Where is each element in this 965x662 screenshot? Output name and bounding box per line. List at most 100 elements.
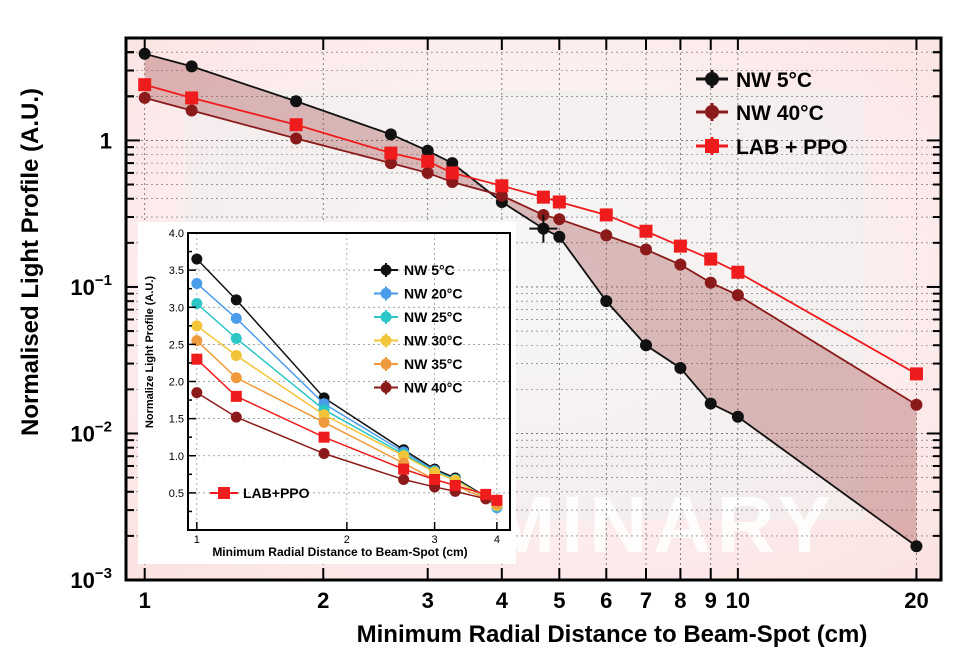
main-x-tick-label: 9	[705, 588, 717, 613]
data-point-nw-5c	[600, 295, 613, 308]
inset-data-point-nw-35c	[230, 372, 242, 384]
inset-legend-label-nw-30c: NW 30°C	[404, 333, 463, 349]
inset-legend-label-nw-20c: NW 20°C	[404, 286, 463, 302]
main-x-tick-label: 6	[600, 588, 612, 613]
data-point-nw-5c	[731, 410, 744, 423]
data-point-nw-40c	[674, 258, 687, 271]
data-point-lab-ppo	[185, 91, 199, 105]
main-y-tick-labels: 1 10−1 10−2 10−3	[70, 128, 112, 593]
inset-y-tick-label: 3.0	[169, 302, 184, 314]
main-y-tick-label: 10−3	[70, 565, 112, 593]
data-point-lab-ppo	[495, 179, 509, 193]
inset-x-tick-label: 4	[494, 534, 500, 546]
main-x-axis-label: Minimum Radial Distance to Beam-Spot (cm…	[357, 621, 868, 648]
inset-legend-marker-nw-5c	[380, 264, 392, 276]
inset-x-tick-labels: 1 2 3 4	[194, 534, 500, 546]
inset-legend-label-nw-25c: NW 25°C	[404, 309, 463, 325]
inset-frame	[187, 232, 511, 531]
data-point-lab-ppo	[552, 195, 566, 209]
data-point-nw-5c	[910, 540, 923, 553]
inset-data-point-nw-30c	[230, 350, 242, 362]
inset-y-tick-label: 1.0	[169, 451, 184, 463]
main-y-axis-label: Normalised Light Profile (A.U.)	[17, 88, 44, 436]
inset-legend-marker-nw-30c	[380, 335, 392, 346]
main-x-tick-label: 10	[726, 588, 750, 613]
legend-label-nw-40c: NW 40°C	[736, 102, 824, 125]
inset-y-axis-label: Normalize Light Profile (A.U.)	[144, 276, 156, 429]
inset-legend-label-nw-40c: NW 40°C	[404, 380, 463, 396]
inset-data-point-lab-ppo	[318, 431, 330, 443]
inset-y-tick-label: 4.0	[169, 228, 184, 240]
inset-y-tick-labels: 0.5 1.0 1.5 2.0 2.5 3.0 3.5 4.0	[169, 228, 184, 500]
legend-label-nw-5c: NW 5°C	[736, 69, 812, 92]
data-point-lab-ppo	[704, 252, 718, 266]
inset-legend-marker-nw-40c	[380, 382, 392, 393]
legend-marker-nw-5c	[705, 72, 719, 86]
inset-data-point-nw-5c	[230, 294, 242, 306]
main-x-tick-label: 2	[317, 588, 329, 613]
data-point-nw-40c	[138, 91, 151, 104]
main-x-tick-label: 3	[422, 588, 434, 613]
data-point-lab-ppo	[673, 239, 687, 253]
inset-legend-item-nw-25c: NW 25°C	[374, 309, 463, 325]
inset-legend-marker-lab-ppo	[218, 487, 230, 499]
data-point-nw-5c	[185, 60, 198, 73]
data-point-nw-40c	[600, 229, 613, 242]
data-point-nw-40c	[290, 132, 303, 145]
data-point-lab-ppo	[639, 224, 653, 238]
inset-y-tick-label: 1.5	[169, 414, 184, 426]
inset-legend-marker-nw-25c	[380, 311, 392, 323]
inset-data-point-nw-40c	[398, 474, 410, 486]
legend-item-nw-5c: NW 5°C	[696, 69, 812, 92]
main-y-tick-label: 10−1	[70, 272, 112, 300]
data-point-lab-ppo	[138, 78, 152, 92]
inset-y-tick-label: 0.5	[169, 488, 184, 500]
inset-y-tick-label: 2.0	[169, 377, 184, 389]
data-point-lab-ppo	[909, 367, 923, 381]
temperature-band	[144, 53, 917, 547]
inset-data-point-lab-ppo	[449, 479, 461, 491]
inset-data-point-nw-20c	[191, 277, 203, 289]
data-point-lab-ppo	[536, 190, 550, 204]
data-point-lab-ppo	[421, 154, 435, 168]
data-point-nw-40c	[910, 398, 923, 411]
inset-ticks	[188, 250, 498, 530]
legend-marker-lab-ppo	[705, 139, 719, 153]
inset-x-tick-label: 1	[194, 534, 200, 546]
inset-legend-item-lab-ppo: LAB+PPO	[210, 485, 310, 501]
inset-data-point-lab-ppo	[480, 488, 492, 500]
data-point-nw-5c	[138, 47, 151, 60]
main-x-tick-label: 7	[640, 588, 652, 613]
inset-x-tick-label: 3	[432, 534, 438, 546]
main-x-tick-label: 20	[904, 588, 928, 613]
inset-data-point-nw-20c	[230, 312, 242, 324]
series-lab-ppo	[138, 78, 923, 381]
main-ticks	[126, 37, 941, 581]
data-point-nw-40c	[639, 243, 652, 256]
inset-legend-label-nw-5c: NW 5°C	[404, 262, 455, 278]
main-legend: NW 5°C NW 40°C LAB + PPO	[696, 69, 847, 159]
data-point-nw-40c	[704, 276, 717, 289]
inset-y-tick-label: 2.5	[169, 339, 184, 351]
inset-legend-item-nw-30c: NW 30°C	[374, 333, 463, 349]
inset-legend-label-lab-ppo: LAB+PPO	[243, 485, 310, 501]
main-x-tick-label: 1	[139, 588, 151, 613]
main-x-tick-label: 5	[553, 588, 565, 613]
data-point-lab-ppo	[599, 208, 613, 222]
data-point-lab-ppo	[384, 146, 398, 160]
data-point-nw-5c	[421, 144, 434, 157]
inset-y-tick-label: 3.5	[169, 265, 184, 277]
inset-legend: NW 5°C NW 20°C NW 25°C NW 30°C NW 35°C NW 40°…	[374, 262, 463, 396]
inset-legend-label-nw-35c: NW 35°C	[404, 356, 463, 372]
data-point-nw-5c	[290, 95, 303, 108]
data-point-nw-40c	[731, 289, 744, 302]
inset-data-point-nw-40c	[191, 387, 203, 399]
main-y-tick-label: 1	[100, 128, 112, 153]
inset-data-point-lab-ppo	[491, 494, 503, 506]
data-point-nw-5c	[704, 397, 717, 410]
inset-legend-item-nw-35c: NW 35°C	[374, 356, 463, 372]
inset-data-point-nw-35c	[318, 416, 330, 428]
data-point-nw-5c	[674, 361, 687, 374]
inset-series-lab-ppo	[191, 353, 503, 506]
